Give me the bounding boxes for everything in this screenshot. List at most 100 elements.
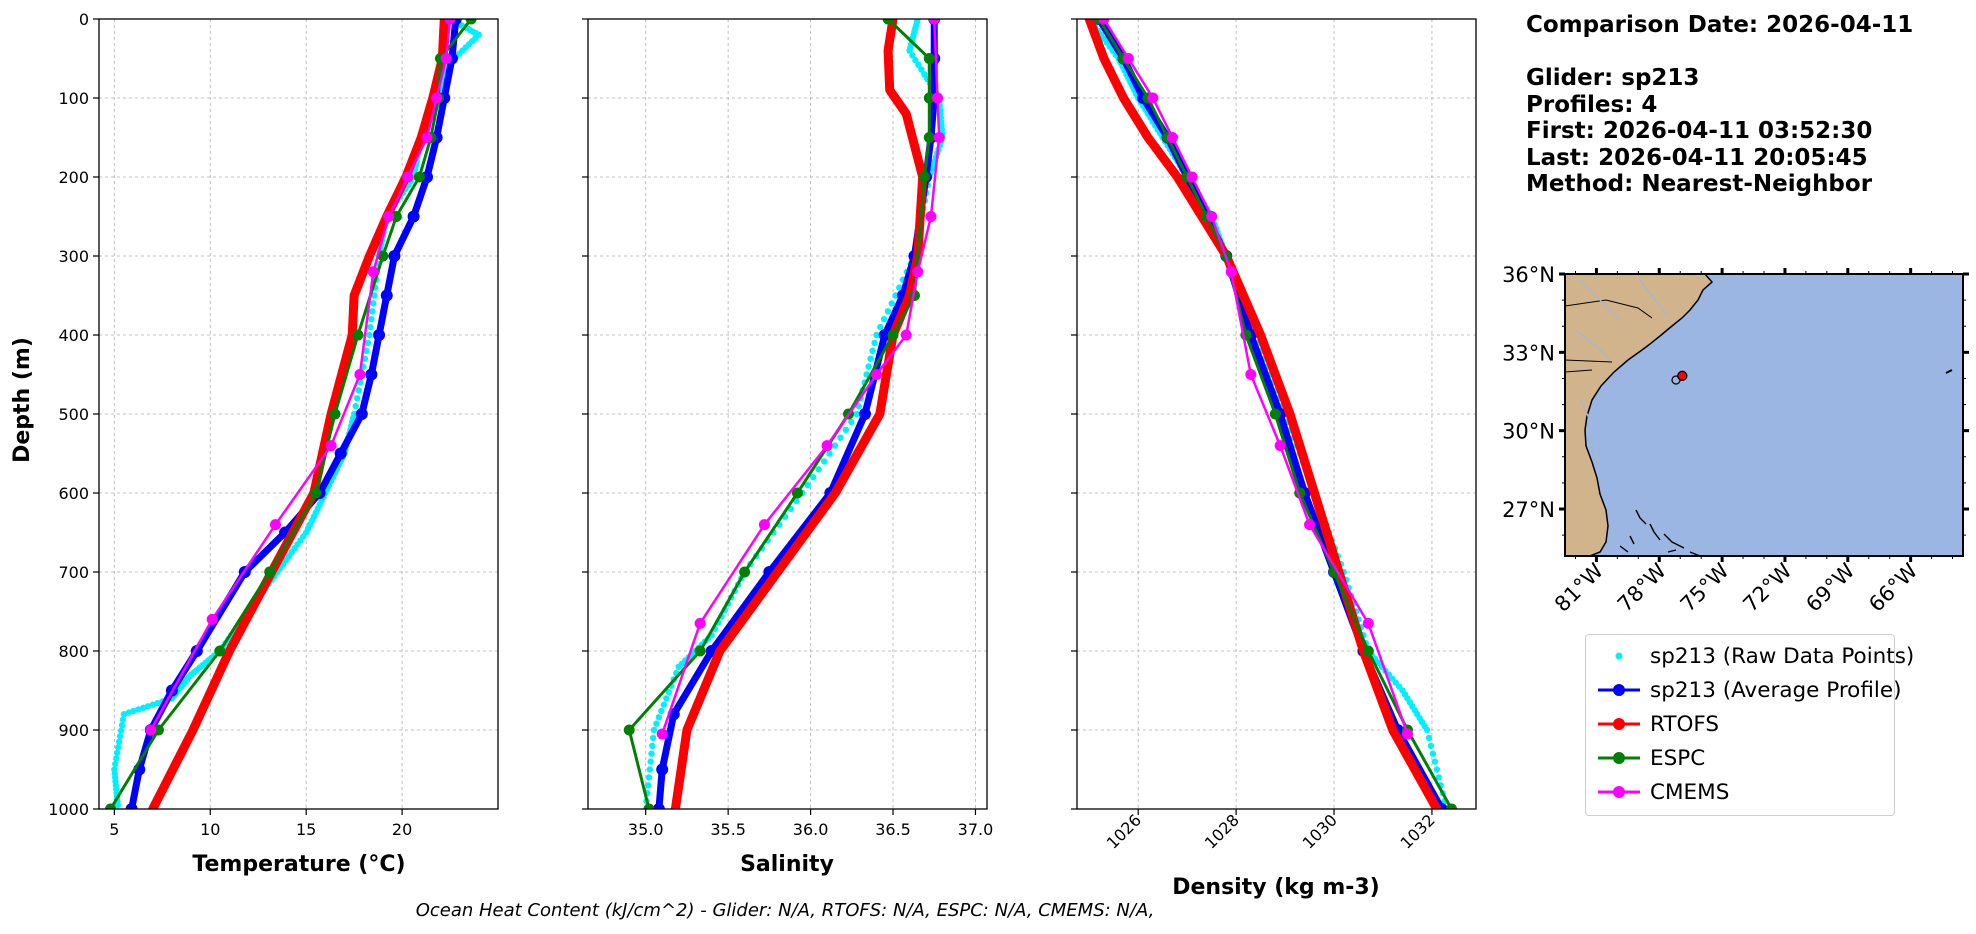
y-tick-label: 100	[58, 89, 89, 108]
salinity-axis-label: Salinity	[740, 852, 834, 877]
cmems-profile-point	[1098, 19, 1110, 25]
raw-data-point	[650, 726, 658, 734]
map-lat-label: 33°N	[1502, 341, 1555, 365]
raw-data-point	[884, 308, 892, 315]
cmems-profile-point	[656, 728, 668, 740]
y-tick-label: 600	[58, 484, 89, 503]
map-lat-label: 30°N	[1502, 420, 1555, 444]
raw-data-point	[655, 714, 663, 721]
avg-profile-point	[858, 408, 871, 420]
profile-panel-1: 35.0 35.5 36.0 36.5 37.0	[582, 18, 993, 839]
info-spacer	[1526, 39, 1913, 66]
x-tick-label: 35.0	[628, 820, 664, 839]
raw-data-point	[114, 744, 122, 751]
method: Method: Nearest-Neighbor	[1526, 171, 1873, 197]
y-tick-label: 300	[58, 247, 89, 266]
raw-data-point	[114, 749, 121, 757]
y-tick-label: 0	[79, 10, 89, 29]
raw-data-point	[848, 418, 855, 426]
legend-swatch-icon	[1598, 718, 1640, 730]
raw-data-point	[906, 47, 913, 54]
espc-profile-point	[923, 53, 935, 64]
legend-swatch-icon	[1598, 786, 1640, 798]
raw-data-point	[368, 316, 375, 323]
espc-profile-point	[643, 803, 655, 809]
avg-profile-point	[355, 408, 368, 420]
avg-profile-point	[380, 289, 393, 302]
rtofs-profile-line	[148, 19, 449, 809]
ocean-heat-content-footer: Ocean Heat Content (kJ/cm^2) - Glider: N…	[415, 900, 1155, 921]
avg-profile-point	[407, 210, 420, 223]
x-tick-label: 1026	[1103, 810, 1145, 852]
cmems-profile-point	[402, 171, 414, 183]
raw-data-point	[912, 56, 919, 64]
raw-data-point	[867, 355, 874, 362]
avg-profile-point	[334, 447, 347, 460]
profiles-count: Profiles: 4	[1526, 91, 1658, 118]
raw-data-point	[896, 284, 903, 291]
espc-profile-point	[465, 19, 477, 25]
y-tick-label: 800	[58, 642, 89, 661]
espc-profile-point	[1362, 645, 1374, 657]
raw-data-point	[853, 410, 860, 418]
legend-label: RTOFS	[1650, 711, 1720, 737]
raw-data-point	[364, 339, 372, 347]
raw-data-point	[660, 701, 668, 708]
cmems-profile-point	[1206, 211, 1218, 222]
raw-data-point	[1433, 766, 1441, 773]
glider-location-map: 81°W 78°W 75°W 72°W 69°W 66°W 36°N 33°N 30°N 27°N	[1502, 263, 1969, 617]
raw-data-point	[119, 716, 127, 723]
raw-data-point	[877, 323, 884, 331]
cmems-profile-point	[932, 92, 944, 104]
espc-profile-point	[694, 645, 706, 657]
cmems-profile-point	[1401, 728, 1413, 740]
map-lat-label: 36°N	[1502, 263, 1555, 287]
raw-data-point	[649, 742, 656, 749]
legend-label: CMEMS	[1650, 779, 1730, 805]
profile-panel-0: 0 100 200 300 400 500 600 700 800 900 1000 5 10 15 20	[48, 10, 499, 839]
x-tick-label: 36.0	[793, 820, 829, 839]
espc-profile-point	[1269, 408, 1281, 420]
raw-data-point	[644, 782, 652, 789]
legend-swatch-icon	[1598, 684, 1640, 696]
raw-data-point	[371, 292, 378, 299]
legend-swatch-icon	[1598, 752, 1640, 764]
raw-data-point	[369, 308, 376, 315]
raw-data-point	[921, 71, 928, 78]
raw-data-point	[115, 738, 123, 746]
raw-data-point	[888, 300, 895, 307]
raw-data-point	[352, 402, 359, 410]
raw-data-point	[871, 339, 878, 347]
raw-data-point	[658, 707, 665, 715]
raw-data-point	[820, 458, 828, 465]
cmems-profile-point	[933, 132, 945, 143]
raw-data-point	[353, 395, 361, 402]
cmems-profile-point	[1166, 132, 1178, 143]
raw-data-point	[370, 300, 377, 307]
map-state-border	[1565, 299, 1653, 373]
cmems-profile-point	[1274, 440, 1286, 452]
cmems-profile-point	[269, 519, 281, 531]
espc-profile-point	[882, 19, 894, 25]
raw-data-point	[1431, 758, 1439, 765]
raw-data-point	[112, 760, 119, 768]
raw-data-point	[892, 292, 899, 299]
avg-profile-point	[878, 329, 891, 341]
y-tick-label: 400	[58, 326, 89, 345]
raw-data-point	[366, 331, 373, 339]
espc-profile-point	[923, 132, 935, 143]
avg-profile-point	[365, 368, 378, 381]
glider-position-marker	[1677, 370, 1688, 381]
raw-data-point	[880, 316, 888, 323]
map-land-southeast-us	[1565, 274, 1714, 556]
first-time: First: 2026-04-11 03:52:30	[1526, 118, 1873, 144]
map-bahamas	[1619, 509, 1701, 556]
cmems-profile-point	[354, 369, 366, 380]
map-lon-label: 69°W	[1801, 558, 1859, 616]
y-tick-label: 500	[58, 405, 89, 424]
cmems-profile-point	[1245, 369, 1257, 380]
cmems-profile-point	[1225, 266, 1237, 278]
y-tick-label: 900	[58, 721, 89, 740]
x-tick-label: 20	[392, 820, 412, 839]
